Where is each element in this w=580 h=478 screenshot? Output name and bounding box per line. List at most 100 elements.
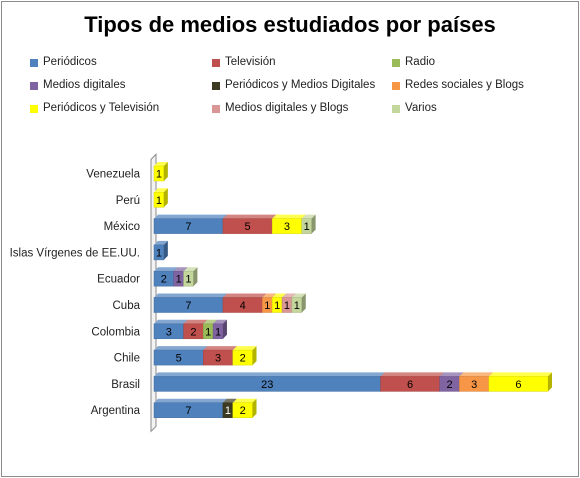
legend-swatch	[392, 105, 400, 113]
bar-side-chile-periodicos-y-television	[252, 346, 257, 366]
legend-label: Medios digitales y Blogs	[225, 102, 349, 114]
category-label-argentina: Argentina	[91, 405, 141, 417]
legend-swatch	[212, 105, 220, 113]
data-label-argentina-periodicos-y-medios-digitales: 1	[225, 405, 231, 417]
bar-top-chile-periodicos	[154, 346, 208, 351]
bar-top-colombia-medios-digitales	[213, 319, 227, 324]
bar-top-brasil-medios-digitales	[439, 372, 464, 377]
bar-top-ecuador-periodicos	[154, 267, 178, 272]
bar-top-argentina-periodicos-y-television	[232, 398, 257, 403]
bar-top-ecuador-varios	[183, 267, 198, 272]
bar-top-mexico-varios	[301, 214, 316, 219]
category-label-chile: Chile	[114, 353, 140, 365]
bar-side-venezuela-periodicos-y-television	[163, 162, 168, 181]
category-label-ecuador: Ecuador	[97, 274, 140, 286]
data-label-cuba-varios: 1	[294, 300, 300, 312]
data-label-venezuela-periodicos-y-television: 1	[156, 169, 162, 181]
category-label-peru: Perú	[116, 195, 140, 207]
bar-top-cuba-periodicos-y-television	[272, 293, 287, 298]
data-label-chile-periodicos: 5	[176, 353, 182, 365]
legend-label: Redes sociales y Blogs	[405, 79, 524, 91]
bar-side-brasil-periodicos-y-television	[548, 372, 552, 392]
data-label-cuba-medios-digitales-y-blogs: 1	[284, 300, 290, 312]
data-label-argentina-periodicos: 7	[185, 405, 191, 417]
data-label-cuba-periodicos: 7	[185, 300, 191, 312]
data-label-cuba-periodicos-y-television: 1	[274, 300, 280, 312]
legend-label: Televisión	[225, 56, 276, 68]
legend-swatch	[30, 82, 38, 90]
bar-top-brasil-periodicos-y-television	[488, 372, 552, 377]
data-label-colombia-medios-digitales: 1	[215, 326, 221, 338]
category-label-islas-virgenes-de-ee-uu: Islas Vírgenes de EE.UU.	[10, 247, 140, 259]
legend-swatch	[212, 59, 220, 67]
bar-top-colombia-radio	[203, 319, 218, 324]
bar-top-cuba-medios-digitales-y-blogs	[282, 293, 296, 298]
bar-top-cuba-television	[222, 293, 267, 298]
bar-top-brasil-redes-sociales-y-blogs	[459, 372, 493, 377]
data-label-chile-television: 3	[215, 353, 221, 365]
data-label-mexico-varios: 1	[304, 221, 310, 233]
legend-swatch	[30, 59, 38, 67]
data-label-brasil-television: 6	[407, 379, 413, 391]
bar-top-islas-virgenes-de-ee-uu-periodicos	[154, 240, 168, 245]
bar-top-cuba-redes-sociales-y-blogs	[262, 293, 277, 298]
bar-top-brasil-periodicos	[154, 372, 385, 377]
bar-top-mexico-periodicos-y-television	[272, 214, 306, 219]
category-label-cuba: Cuba	[113, 300, 141, 312]
category-label-mexico: México	[104, 221, 140, 233]
data-label-chile-periodicos-y-television: 2	[240, 353, 246, 365]
data-label-mexico-periodicos: 7	[185, 221, 191, 233]
legend-label: Varios	[405, 102, 437, 114]
data-label-brasil-redes-sociales-y-blogs: 3	[471, 379, 477, 391]
data-label-colombia-periodicos: 3	[166, 326, 172, 338]
data-label-argentina-periodicos-y-television: 2	[240, 405, 246, 417]
bar-side-ecuador-varios	[193, 267, 198, 287]
bar-side-peru-periodicos-y-television	[163, 188, 168, 208]
bar-side-cuba-varios	[301, 293, 306, 313]
legend-label: Periódicos y Televisión	[43, 102, 160, 114]
legend-label: Medios digitales	[43, 79, 126, 91]
data-label-colombia-radio: 1	[205, 326, 211, 338]
bar-side-mexico-varios	[311, 214, 316, 234]
bar-top-mexico-television	[222, 214, 277, 219]
data-label-ecuador-periodicos: 2	[161, 274, 167, 286]
bar-top-argentina-periodicos	[154, 398, 227, 403]
legend-label: Periódicos y Medios Digitales	[225, 79, 376, 91]
data-label-colombia-television: 2	[190, 326, 196, 338]
category-label-brasil: Brasil	[111, 379, 140, 391]
bar-top-chile-television	[203, 346, 237, 351]
legend-swatch	[212, 82, 220, 90]
data-label-brasil-medios-digitales: 2	[446, 379, 452, 391]
bar-side-islas-virgenes-de-ee-uu-periodicos	[163, 240, 168, 260]
bar-top-mexico-periodicos	[154, 214, 227, 219]
data-label-cuba-redes-sociales-y-blogs: 1	[264, 300, 270, 312]
data-label-brasil-periodicos-y-television: 6	[515, 379, 521, 391]
bar-side-argentina-periodicos-y-television	[252, 398, 257, 418]
bar-top-colombia-periodicos	[154, 319, 188, 324]
chart-title: Tipos de medios estudiados por países	[84, 12, 496, 37]
bar-top-venezuela-periodicos-y-television	[154, 162, 168, 166]
legend-swatch	[30, 105, 38, 113]
bar-top-cuba-varios	[291, 293, 306, 298]
bar-top-argentina-periodicos-y-medios-digitales	[222, 398, 237, 403]
bar-top-ecuador-medios-digitales	[173, 267, 188, 272]
bar-top-colombia-television	[183, 319, 208, 324]
legend-swatch	[392, 82, 400, 90]
category-label-colombia: Colombia	[91, 326, 140, 338]
legend-swatch	[392, 59, 400, 67]
data-label-peru-periodicos-y-television: 1	[156, 195, 162, 207]
data-label-islas-virgenes-de-ee-uu-periodicos: 1	[156, 247, 162, 259]
bar-top-cuba-periodicos	[154, 293, 227, 298]
bar-top-peru-periodicos-y-television	[154, 188, 168, 193]
data-label-ecuador-varios: 1	[185, 274, 191, 286]
data-label-cuba-television: 4	[240, 300, 246, 312]
data-label-ecuador-medios-digitales: 1	[176, 274, 182, 286]
data-label-mexico-television: 5	[245, 221, 251, 233]
bar-top-brasil-television	[380, 372, 444, 377]
bar-top-chile-periodicos-y-television	[232, 346, 257, 351]
category-label-venezuela: Venezuela	[86, 169, 140, 181]
data-label-mexico-periodicos-y-television: 3	[284, 221, 290, 233]
legend-label: Radio	[405, 56, 436, 68]
